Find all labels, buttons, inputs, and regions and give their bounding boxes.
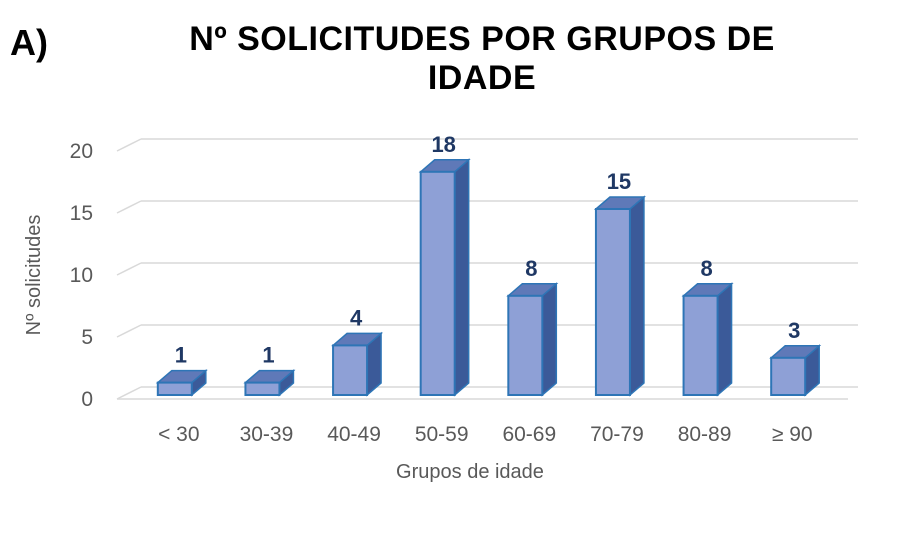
x-tick-label: 30-39 (240, 423, 294, 446)
panel-label: A) (10, 22, 48, 63)
gridline-diag (116, 200, 142, 214)
y-tick-label: 20 (70, 140, 93, 163)
data-label: 1 (262, 343, 274, 368)
bar (593, 195, 646, 397)
y-tick-label: 0 (81, 388, 93, 411)
bar-front (244, 381, 281, 397)
x-tick-label: 60-69 (502, 423, 556, 446)
gridline-diag (116, 324, 142, 338)
data-label: 8 (525, 256, 537, 281)
bar-front (770, 356, 807, 396)
x-tick-label: 50-59 (415, 423, 469, 446)
data-label: 4 (350, 305, 363, 330)
bar (243, 368, 296, 397)
bar-front (419, 170, 456, 396)
x-tick-label: < 30 (158, 423, 199, 446)
bar (681, 282, 734, 397)
bar-front (156, 381, 193, 397)
bar-side (541, 282, 558, 397)
bar (769, 344, 822, 397)
data-label: 1 (175, 343, 187, 368)
x-tick-label: 40-49 (327, 423, 381, 446)
bar (418, 158, 471, 397)
y-axis-title: Nº solicitudes (23, 215, 45, 336)
y-tick-labels: 0 5 10 15 20 (70, 140, 93, 411)
gridline-diag (116, 138, 142, 152)
bar (506, 282, 559, 397)
bar-side (453, 158, 470, 397)
x-tick-label: ≥ 90 (772, 423, 813, 446)
data-label: 15 (607, 169, 631, 194)
data-labels: 1 1 4 18 8 15 8 3 (175, 132, 801, 368)
bar-front (594, 208, 631, 396)
bar-front (507, 294, 544, 396)
bar-front (682, 294, 719, 396)
chart-title: Nº SOLICITUDES POR GRUPOS DE IDADE (189, 20, 775, 97)
bar (155, 368, 208, 397)
gridline-diag (116, 386, 142, 400)
data-label: 18 (431, 132, 455, 157)
gridlines (116, 138, 858, 400)
gridline-diag (116, 262, 142, 276)
y-tick-label: 10 (70, 264, 93, 287)
bar-side (716, 282, 733, 397)
y-tick-label: 5 (81, 326, 93, 349)
x-tick-label: 80-89 (678, 423, 732, 446)
y-tick-label: 15 (70, 202, 93, 225)
bars (155, 158, 822, 397)
x-tick-label: 70-79 (590, 423, 644, 446)
x-axis-title: Grupos de idade (396, 461, 544, 483)
x-tick-labels: < 30 30-39 40-49 50-59 60-69 70-79 80-89 ≥ 90 (158, 423, 812, 446)
data-label: 3 (788, 318, 800, 343)
bar (331, 331, 384, 397)
bar-front (332, 344, 369, 396)
data-label: 8 (700, 256, 712, 281)
bar-side (629, 195, 645, 397)
